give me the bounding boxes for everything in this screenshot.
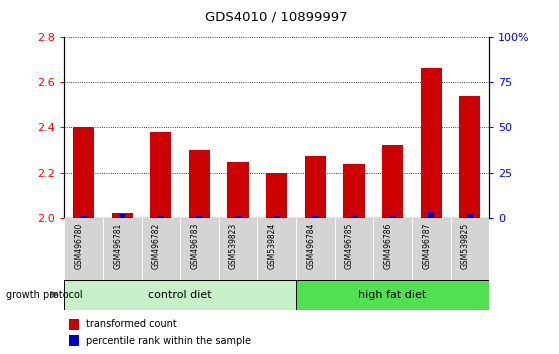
Text: GSM539824: GSM539824 [268,223,277,269]
Bar [103,218,141,280]
Bar [312,216,319,218]
Text: GSM539825: GSM539825 [461,223,470,269]
Bar [343,164,364,218]
Text: transformed count: transformed count [86,319,176,329]
Bar [273,216,280,218]
Bar [64,280,296,310]
Bar [335,218,373,280]
Bar [141,218,180,280]
Bar [412,218,451,280]
Bar [158,216,164,218]
Bar [390,216,396,218]
Text: GSM496780: GSM496780 [74,223,84,269]
Bar [467,214,473,218]
Bar [373,218,412,280]
Text: control diet: control diet [148,290,212,300]
Bar [219,218,257,280]
Text: GSM496782: GSM496782 [152,223,161,269]
Text: GSM539823: GSM539823 [229,223,238,269]
Text: high fat diet: high fat diet [358,290,427,300]
Bar [196,216,203,218]
Bar [119,214,125,218]
Bar [296,218,335,280]
Text: GSM496784: GSM496784 [306,223,315,269]
Text: GSM496785: GSM496785 [345,223,354,269]
Bar [150,132,172,218]
Bar [382,145,403,218]
Bar [189,150,210,218]
Bar [257,218,296,280]
Bar [296,280,489,310]
Text: GSM496787: GSM496787 [422,223,431,269]
Bar [64,218,103,280]
Text: GSM496781: GSM496781 [113,223,122,269]
Bar [428,212,434,218]
Bar [180,218,219,280]
Bar [235,216,241,218]
Bar [459,96,480,218]
Bar [305,156,326,218]
Bar [80,216,87,218]
Text: GSM496786: GSM496786 [383,223,392,269]
Bar [228,162,249,218]
Text: percentile rank within the sample: percentile rank within the sample [86,336,250,346]
Bar [266,172,287,218]
Bar [69,319,79,330]
Bar [73,127,94,218]
Bar [112,213,133,218]
Text: growth protocol: growth protocol [6,290,82,300]
Text: GSM496783: GSM496783 [191,223,200,269]
Text: GDS4010 / 10899997: GDS4010 / 10899997 [205,11,348,24]
Bar [69,335,79,346]
Bar [451,218,489,280]
Bar [420,68,442,218]
Bar [350,216,357,218]
